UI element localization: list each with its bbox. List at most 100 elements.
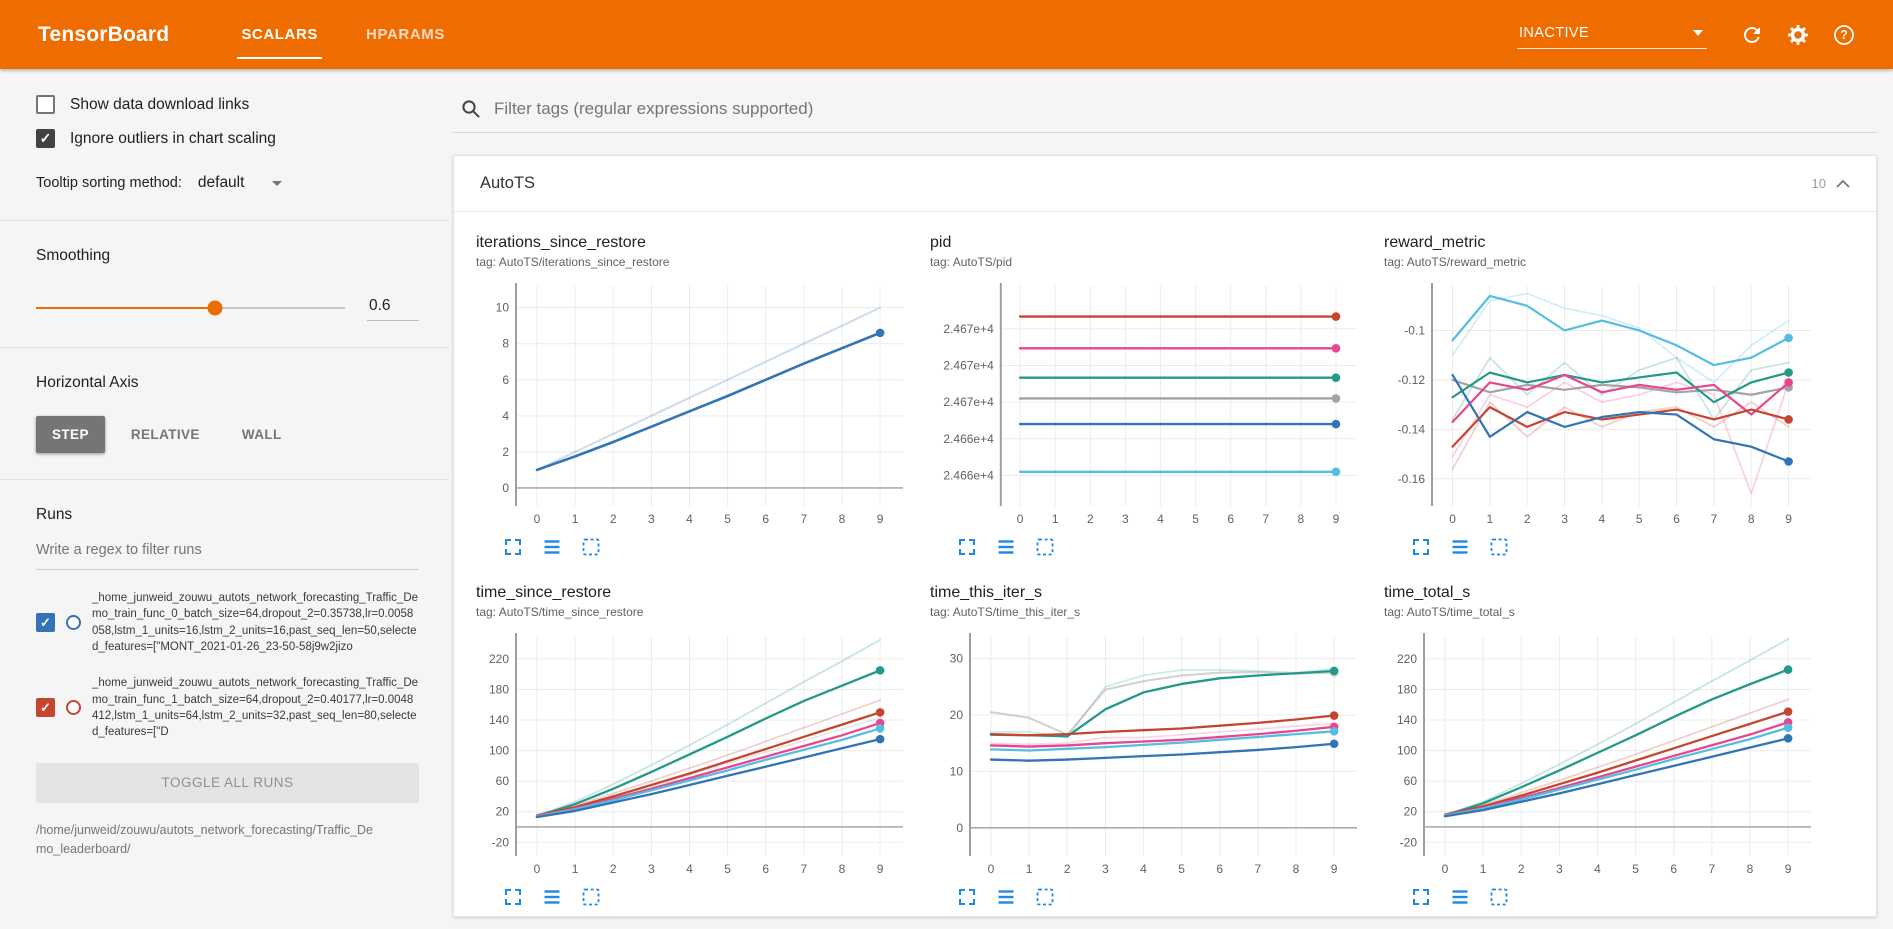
ignore-outliers-checkbox[interactable] [36, 129, 55, 148]
gear-icon [1788, 24, 1808, 45]
main-content: AutoTS 10 iterations_since_restore tag: … [449, 69, 1893, 929]
run-isolate-radio[interactable] [66, 615, 81, 631]
svg-text:3: 3 [1561, 512, 1568, 526]
chart-plot[interactable]: 0 1 2 3 4 5 6 7 8 9 220 180 140 100 60 20 -20 [476, 627, 912, 883]
svg-text:3: 3 [648, 512, 655, 526]
run-label: _home_junweid_zouwu_autots_network_forec… [92, 677, 419, 739]
tab-hparams[interactable]: HPARAMS [366, 26, 445, 43]
svg-text:2.467e+4: 2.467e+4 [943, 358, 994, 372]
help-button[interactable]: ? [1821, 12, 1867, 58]
chart-plot[interactable]: 0 1 2 3 4 5 6 7 8 9 220 180 140 100 60 20 -20 [1384, 627, 1820, 883]
chart-plot[interactable]: 0 1 2 3 4 5 6 7 8 9 -0.1 -0.12 -0.14 -0.16 [1384, 277, 1820, 533]
svg-text:7: 7 [1262, 512, 1269, 526]
refresh-button[interactable] [1729, 12, 1775, 58]
chart-title: iterations_since_restore [476, 234, 646, 251]
svg-text:2: 2 [1524, 512, 1531, 526]
toggle-all-runs-button[interactable]: TOGGLE ALL RUNS [36, 762, 419, 803]
run-checkbox[interactable] [36, 698, 55, 718]
axis-step-button[interactable]: STEP [36, 416, 105, 453]
show-download-links-checkbox[interactable] [36, 95, 55, 114]
fit-domain-button[interactable] [580, 536, 602, 558]
svg-text:140: 140 [489, 713, 509, 727]
divider [0, 479, 449, 480]
svg-text:9: 9 [1331, 862, 1338, 876]
tag-filter-input[interactable] [494, 99, 1869, 119]
refresh-icon [1744, 26, 1760, 43]
runs-selector-button[interactable] [541, 536, 563, 558]
runs-selector-button[interactable] [541, 886, 563, 908]
fit-domain-button[interactable] [1034, 536, 1056, 558]
svg-text:-0.16: -0.16 [1398, 472, 1426, 486]
axis-wall-button[interactable]: WALL [241, 427, 282, 442]
dashed-box-icon [1036, 538, 1054, 556]
expand-chart-button[interactable] [1410, 886, 1432, 908]
svg-text:7: 7 [1709, 862, 1716, 876]
svg-text:2: 2 [610, 512, 617, 526]
svg-text:2: 2 [1064, 862, 1071, 876]
svg-text:60: 60 [496, 774, 510, 788]
run-list-item: _home_junweid_zouwu_autots_network_forec… [36, 590, 419, 655]
svg-text:220: 220 [1397, 652, 1417, 666]
smoothing-slider[interactable] [36, 300, 345, 316]
svg-text:-0.12: -0.12 [1398, 373, 1426, 387]
svg-text:5: 5 [1636, 512, 1643, 526]
runs-selector-button[interactable] [995, 536, 1017, 558]
fit-domain-button[interactable] [1488, 536, 1510, 558]
svg-text:8: 8 [839, 862, 846, 876]
expand-chart-button[interactable] [1410, 536, 1432, 558]
fit-domain-button[interactable] [1034, 886, 1056, 908]
expand-chart-button[interactable] [956, 886, 978, 908]
dashed-box-icon [1490, 538, 1508, 556]
run-isolate-radio[interactable] [66, 700, 81, 716]
svg-text:0: 0 [502, 481, 509, 495]
dashed-box-icon [582, 888, 600, 906]
settings-button[interactable] [1775, 12, 1821, 58]
chart-title: reward_metric [1384, 234, 1486, 251]
svg-text:2.467e+4: 2.467e+4 [943, 322, 994, 336]
svg-text:5: 5 [1192, 512, 1199, 526]
svg-text:7: 7 [1255, 862, 1262, 876]
expand-chart-button[interactable] [502, 536, 524, 558]
svg-text:8: 8 [502, 337, 509, 351]
tag-group-header[interactable]: AutoTS 10 [454, 156, 1876, 212]
run-checkbox[interactable] [36, 613, 55, 633]
svg-text:9: 9 [1333, 512, 1340, 526]
svg-text:10: 10 [950, 764, 964, 778]
fit-domain-button[interactable] [580, 886, 602, 908]
runs-selector-button[interactable] [1449, 886, 1471, 908]
svg-text:1: 1 [1480, 862, 1487, 876]
svg-text:2.466e+4: 2.466e+4 [943, 468, 994, 482]
runs-selector-button[interactable] [995, 886, 1017, 908]
svg-text:3: 3 [1102, 862, 1109, 876]
chart-plot[interactable]: 0 1 2 3 4 5 6 7 8 9 2.467e+4 2.467e+4 2.467e+4 2.466e… [930, 277, 1366, 533]
fit-domain-button[interactable] [1488, 886, 1510, 908]
expand-chart-button[interactable] [956, 536, 978, 558]
fullscreen-icon [959, 889, 975, 905]
chart-plot[interactable]: 0 1 2 3 4 5 6 7 8 9 0 2 4 6 8 10 [476, 277, 912, 533]
slider-thumb[interactable] [207, 300, 223, 316]
data-status-select[interactable]: INACTIVE [1517, 21, 1707, 49]
runs-selector-button[interactable] [1449, 536, 1471, 558]
chart-toolbar [1384, 886, 1820, 908]
chart-tag: tag: AutoTS/time_this_iter_s [930, 605, 1081, 619]
tag-filter-bar [453, 95, 1877, 133]
runs-filter-input[interactable] [36, 532, 419, 570]
tooltip-sorting-select[interactable]: default [194, 172, 287, 194]
chart-card: time_total_s tag: AutoTS/time_total_s 0 1… [1384, 584, 1820, 908]
tab-scalars[interactable]: SCALARS [217, 0, 342, 69]
menu-lines-icon [998, 890, 1014, 904]
expand-chart-button[interactable] [502, 886, 524, 908]
tag-group-card: AutoTS 10 iterations_since_restore tag: … [453, 155, 1877, 917]
chart-plot[interactable]: 0 1 2 3 4 5 6 7 8 9 30 20 10 0 [930, 627, 1366, 883]
slider-fill [36, 307, 216, 309]
smoothing-label: Smoothing [36, 247, 111, 264]
chevron-up-icon[interactable] [1836, 179, 1850, 188]
axis-relative-button[interactable]: RELATIVE [130, 427, 200, 442]
app-title: TensorBoard [38, 22, 170, 46]
svg-text:2.467e+4: 2.467e+4 [943, 395, 994, 409]
svg-text:20: 20 [950, 708, 964, 722]
smoothing-value-input[interactable]: 0.6 [367, 295, 419, 321]
svg-text:6: 6 [1216, 862, 1223, 876]
chart-title: time_since_restore [476, 584, 612, 601]
chart-toolbar [476, 886, 912, 908]
